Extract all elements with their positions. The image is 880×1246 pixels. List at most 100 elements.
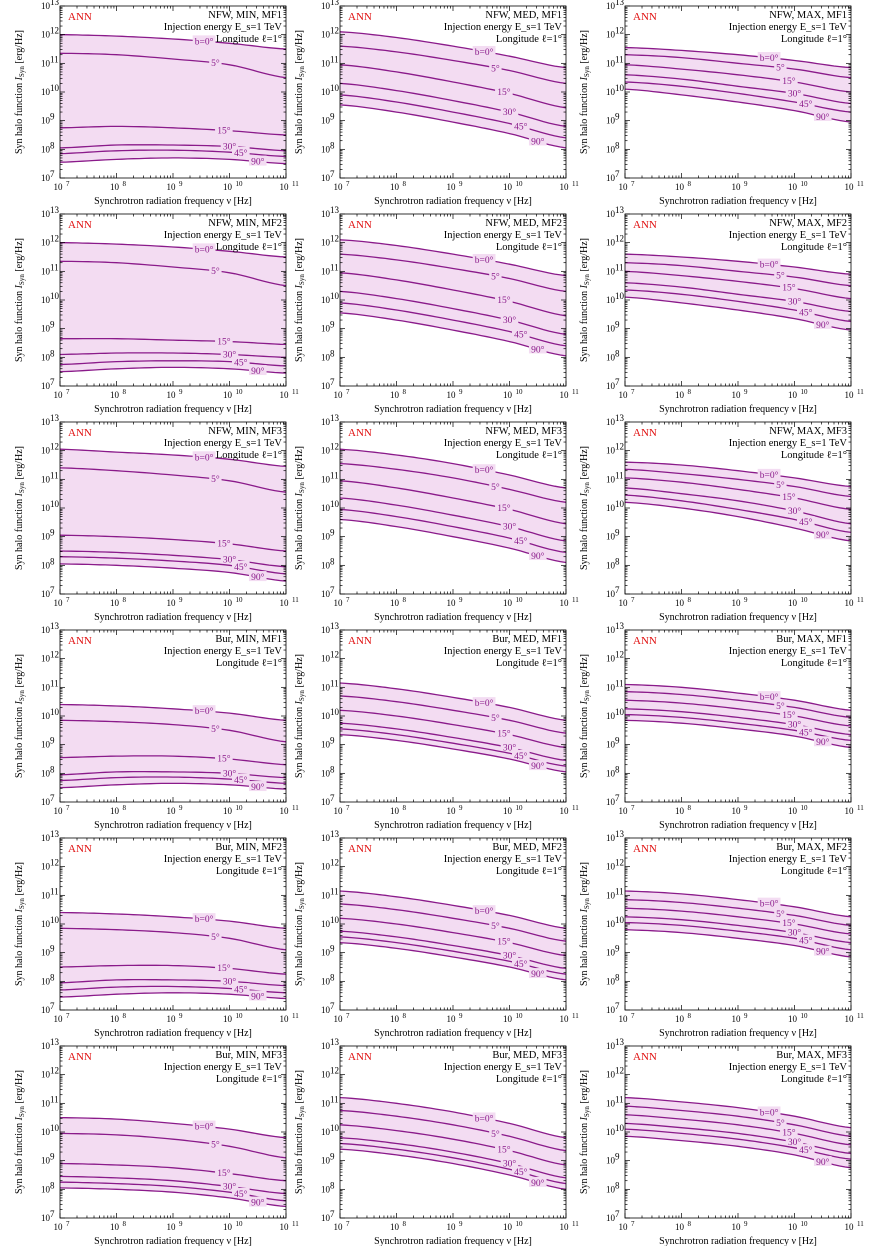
injection-energy-label: Injection energy E_s=1 TeV xyxy=(729,854,848,865)
series-line xyxy=(339,518,567,564)
curve-label: 15° xyxy=(217,125,231,136)
y-tick-exponent: 11 xyxy=(50,470,59,480)
curve-label: 45° xyxy=(514,536,528,547)
longitude-label: Longitude ℓ=1° xyxy=(496,450,562,461)
y-tick-label: 10 xyxy=(41,833,51,843)
ann-label: ANN xyxy=(348,1051,372,1063)
curve-label: 5° xyxy=(491,271,500,282)
x-tick-exponent: 10 xyxy=(236,180,244,188)
uncertainty-band xyxy=(340,31,566,148)
curve-label: 5° xyxy=(776,701,785,712)
x-tick-exponent: 8 xyxy=(688,180,692,188)
y-tick-label: 10 xyxy=(321,266,331,276)
series-line xyxy=(624,262,852,287)
y-tick-exponent: 10 xyxy=(615,915,625,925)
y-tick-exponent: 13 xyxy=(615,1037,625,1047)
curve-label: 30° xyxy=(503,951,517,962)
y-axis-label: Syn halo function ISyn [erg/Hz] xyxy=(579,654,591,778)
x-tick-exponent: 8 xyxy=(403,804,407,812)
curve-label: 5° xyxy=(776,909,785,920)
curve-label: 90° xyxy=(251,991,265,1002)
y-tick-label: 10 xyxy=(41,87,51,97)
curve-label: b=0° xyxy=(760,470,779,481)
chart-panel: b=0° 5° 15° 30° 45° 90° 10 7 10 8 10 9 10 10 10 11 10 7 10… xyxy=(290,0,579,207)
y-tick-label: 10 xyxy=(321,1213,331,1223)
y-tick-label: 10 xyxy=(41,1127,51,1137)
series-line xyxy=(624,46,852,69)
series-line xyxy=(59,927,287,951)
y-tick-label: 10 xyxy=(606,417,616,427)
x-tick-label: 10 xyxy=(334,390,344,400)
curve-label: 30° xyxy=(788,1137,802,1148)
curve-label-background xyxy=(785,718,804,729)
x-axis-label: Synchrotron radiation frequency ν [Hz] xyxy=(374,612,532,623)
ann-label: ANN xyxy=(633,11,657,23)
curve-label-background xyxy=(489,1127,502,1138)
x-tick-label: 10 xyxy=(447,1014,457,1024)
y-tick-exponent: 9 xyxy=(615,736,620,746)
y-tick-exponent: 12 xyxy=(330,26,339,36)
x-tick-label: 10 xyxy=(167,598,177,608)
y-tick-label: 10 xyxy=(41,352,51,362)
curve-label-background xyxy=(192,705,216,716)
y-tick-label: 10 xyxy=(41,266,51,276)
y-tick-exponent: 11 xyxy=(615,54,624,64)
longitude-label: Longitude ℓ=1° xyxy=(496,242,562,253)
series-line xyxy=(624,296,852,331)
y-tick-label: 10 xyxy=(606,1070,616,1080)
chart-panel: b=0° 5° 15° 30° 45° 90° 10 7 10 8 10 9 10 10 10 11 10 7 10… xyxy=(10,621,299,831)
curve-label: 5° xyxy=(211,266,220,277)
x-tick-exponent: 7 xyxy=(346,804,350,812)
curve-label: 45° xyxy=(234,1189,248,1200)
panel-title: Bur, MIN, MF3 xyxy=(215,1050,282,1061)
y-tick-exponent: 12 xyxy=(615,26,624,36)
y-tick-exponent: 9 xyxy=(615,320,620,330)
curve-label: 90° xyxy=(531,551,545,562)
y-tick-label: 10 xyxy=(321,654,331,664)
x-tick-exponent: 10 xyxy=(236,1220,244,1228)
panel-title: NFW, MED, MF2 xyxy=(485,218,562,229)
x-tick-label: 10 xyxy=(503,1222,513,1232)
y-tick-label: 10 xyxy=(606,209,616,219)
curve-label-background xyxy=(780,75,798,86)
y-tick-exponent: 10 xyxy=(615,291,625,301)
series-line xyxy=(59,978,287,987)
x-tick-exponent: 9 xyxy=(459,180,463,188)
curve-label-background xyxy=(248,990,267,1001)
injection-energy-label: Injection energy E_s=1 TeV xyxy=(164,1062,283,1073)
y-axis-label: Syn halo function ISyn [erg/Hz] xyxy=(14,654,26,778)
x-tick-exponent: 11 xyxy=(572,388,579,396)
x-tick-label: 10 xyxy=(560,598,570,608)
curve-label: 15° xyxy=(217,336,231,347)
y-tick-exponent: 11 xyxy=(50,262,59,272)
injection-energy-label: Injection energy E_s=1 TeV xyxy=(164,22,283,33)
x-tick-exponent: 11 xyxy=(292,180,299,188)
x-tick-label: 10 xyxy=(503,390,513,400)
y-tick-label: 10 xyxy=(606,116,616,126)
y-tick-label: 10 xyxy=(321,560,331,570)
x-tick-label: 10 xyxy=(503,598,513,608)
y-tick-exponent: 11 xyxy=(330,470,339,480)
y-tick-label: 10 xyxy=(606,1184,616,1194)
x-tick-exponent: 11 xyxy=(292,804,299,812)
series-line xyxy=(624,699,852,727)
uncertainty-band xyxy=(625,462,851,541)
series-line xyxy=(59,719,287,743)
series-line xyxy=(339,709,567,749)
curve-label: 45° xyxy=(234,357,248,368)
y-tick-label: 10 xyxy=(321,474,331,484)
y-axis-label: Syn halo function ISyn [erg/Hz] xyxy=(14,30,26,154)
x-tick-exponent: 10 xyxy=(236,1012,244,1020)
curve-label: 5° xyxy=(776,1118,785,1129)
y-tick-label: 10 xyxy=(606,1156,616,1166)
x-tick-label: 10 xyxy=(390,182,400,192)
y-tick-label: 10 xyxy=(606,1041,616,1051)
y-tick-label: 10 xyxy=(606,654,616,664)
y-tick-exponent: 12 xyxy=(615,858,624,868)
curve-label-background xyxy=(232,773,250,784)
y-tick-exponent: 11 xyxy=(330,678,339,688)
y-tick-label: 10 xyxy=(606,625,616,635)
